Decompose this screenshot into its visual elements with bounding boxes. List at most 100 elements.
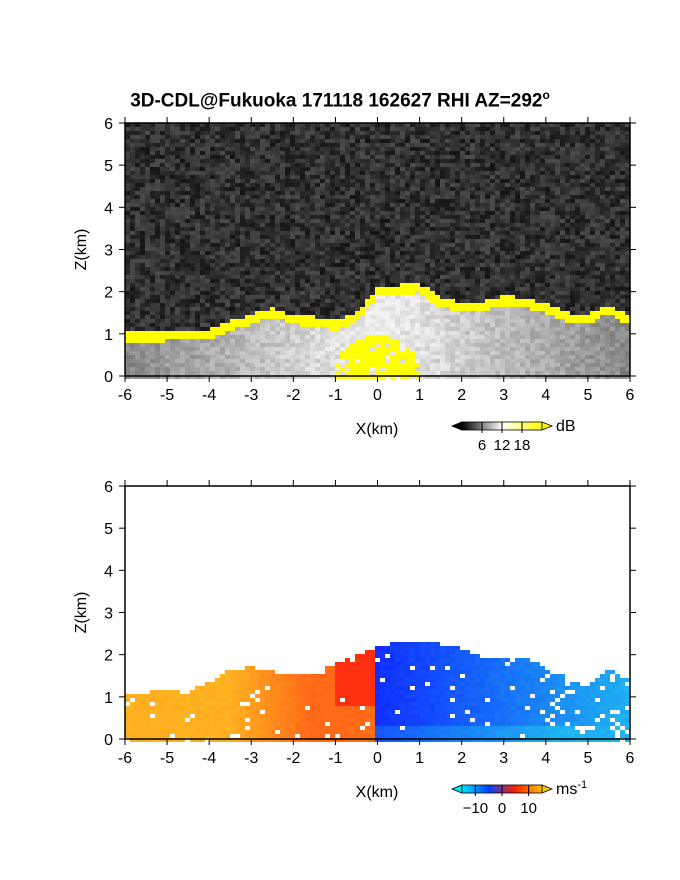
heatmap-cell: [210, 239, 215, 243]
heatmap-cell: [385, 287, 390, 291]
heatmap-cell: [240, 179, 245, 183]
heatmap-cell: [405, 255, 410, 259]
heatmap-cell: [145, 247, 150, 251]
heatmap-cell: [130, 211, 135, 215]
heatmap-cell: [250, 231, 255, 235]
heatmap-cell: [200, 275, 205, 279]
heatmap-cell: [395, 315, 400, 319]
heatmap-cell: [455, 139, 460, 143]
heatmap-cell: [510, 131, 515, 135]
heatmap-cell: [425, 359, 430, 363]
heatmap-cell: [330, 219, 335, 223]
heatmap-cell: [505, 183, 510, 187]
heatmap-cell: [305, 319, 310, 323]
heatmap-cell: [265, 339, 270, 343]
heatmap-cell: [375, 227, 380, 231]
heatmap-cell: [505, 375, 510, 379]
heatmap-cell: [135, 351, 140, 355]
heatmap-cell: [140, 315, 145, 319]
heatmap-cell: [470, 159, 475, 163]
heatmap-cell: [260, 259, 265, 263]
heatmap-cell: [500, 375, 505, 379]
heatmap-cell: [320, 363, 325, 367]
heatmap-cell: [145, 331, 150, 335]
heatmap-cell: [290, 355, 295, 359]
heatmap-cell: [490, 283, 495, 287]
heatmap-cell: [410, 163, 415, 167]
heatmap-cell: [460, 127, 465, 131]
heatmap-cell: [165, 247, 170, 251]
heatmap-cell: [165, 255, 170, 259]
heatmap-cell: [305, 311, 310, 315]
heatmap-cell: [175, 183, 180, 187]
heatmap-cell: [420, 131, 425, 135]
heatmap-cell: [340, 331, 345, 335]
heatmap-cell: [375, 323, 380, 327]
heatmap-cell: [280, 199, 285, 203]
heatmap-cell: [390, 347, 395, 351]
heatmap-cell: [440, 323, 445, 327]
heatmap-cell: [230, 235, 235, 239]
heatmap-cell: [465, 215, 470, 219]
heatmap-cell: [285, 175, 290, 179]
heatmap-cell: [510, 363, 515, 367]
heatmap-cell: [230, 359, 235, 363]
heatmap-cell: [450, 303, 455, 307]
heatmap-cell: [290, 151, 295, 155]
heatmap-cell: [485, 131, 490, 135]
heatmap-cell: [400, 179, 405, 183]
heatmap-cell: [495, 151, 500, 155]
heatmap-cell: [220, 311, 225, 315]
heatmap-cell: [355, 171, 360, 175]
heatmap-cell: [135, 319, 140, 323]
heatmap-cell: [180, 279, 185, 283]
heatmap-cell: [305, 231, 310, 235]
heatmap-cell: [180, 311, 185, 315]
heatmap-cell: [200, 331, 205, 335]
heatmap-cell: [135, 287, 140, 291]
heatmap-cell: [315, 271, 320, 275]
heatmap-cell: [285, 167, 290, 171]
heatmap-cell: [160, 147, 165, 151]
heatmap-cell: [165, 191, 170, 195]
heatmap-cell: [400, 263, 405, 267]
heatmap-cell: [375, 171, 380, 175]
heatmap-cell: [355, 239, 360, 243]
heatmap-cell: [245, 263, 250, 267]
heatmap-cell: [435, 243, 440, 247]
heatmap-cell: [190, 167, 195, 171]
heatmap-cell: [345, 315, 350, 319]
heatmap-cell: [355, 259, 360, 263]
heatmap-cell: [390, 267, 395, 271]
heatmap-cell: [305, 175, 310, 179]
heatmap-cell: [440, 291, 445, 295]
heatmap-cell: [415, 131, 420, 135]
heatmap-cell: [305, 219, 310, 223]
heatmap-cell: [130, 255, 135, 259]
heatmap-cell: [270, 195, 275, 199]
heatmap-cell: [420, 275, 425, 279]
heatmap-cell: [210, 183, 215, 187]
heatmap-cell: [505, 215, 510, 219]
heatmap-cell: [250, 299, 255, 303]
heatmap-cell: [315, 123, 320, 127]
heatmap-cell: [410, 371, 415, 375]
heatmap-cell: [255, 243, 260, 247]
heatmap-cell: [500, 299, 505, 303]
heatmap-cell: [495, 255, 500, 259]
heatmap-cell: [270, 179, 275, 183]
heatmap-cell: [485, 331, 490, 335]
heatmap-cell: [285, 287, 290, 291]
heatmap-cell: [355, 123, 360, 127]
heatmap-cell: [230, 143, 235, 147]
heatmap-cell: [125, 311, 130, 315]
heatmap-cell: [240, 283, 245, 287]
heatmap-cell: [265, 295, 270, 299]
heatmap-cell: [245, 327, 250, 331]
heatmap-cell: [475, 267, 480, 271]
heatmap-cell: [175, 375, 180, 379]
heatmap-cell: [380, 267, 385, 271]
heatmap-cell: [430, 171, 435, 175]
heatmap-cell: [415, 323, 420, 327]
heatmap-cell: [155, 299, 160, 303]
